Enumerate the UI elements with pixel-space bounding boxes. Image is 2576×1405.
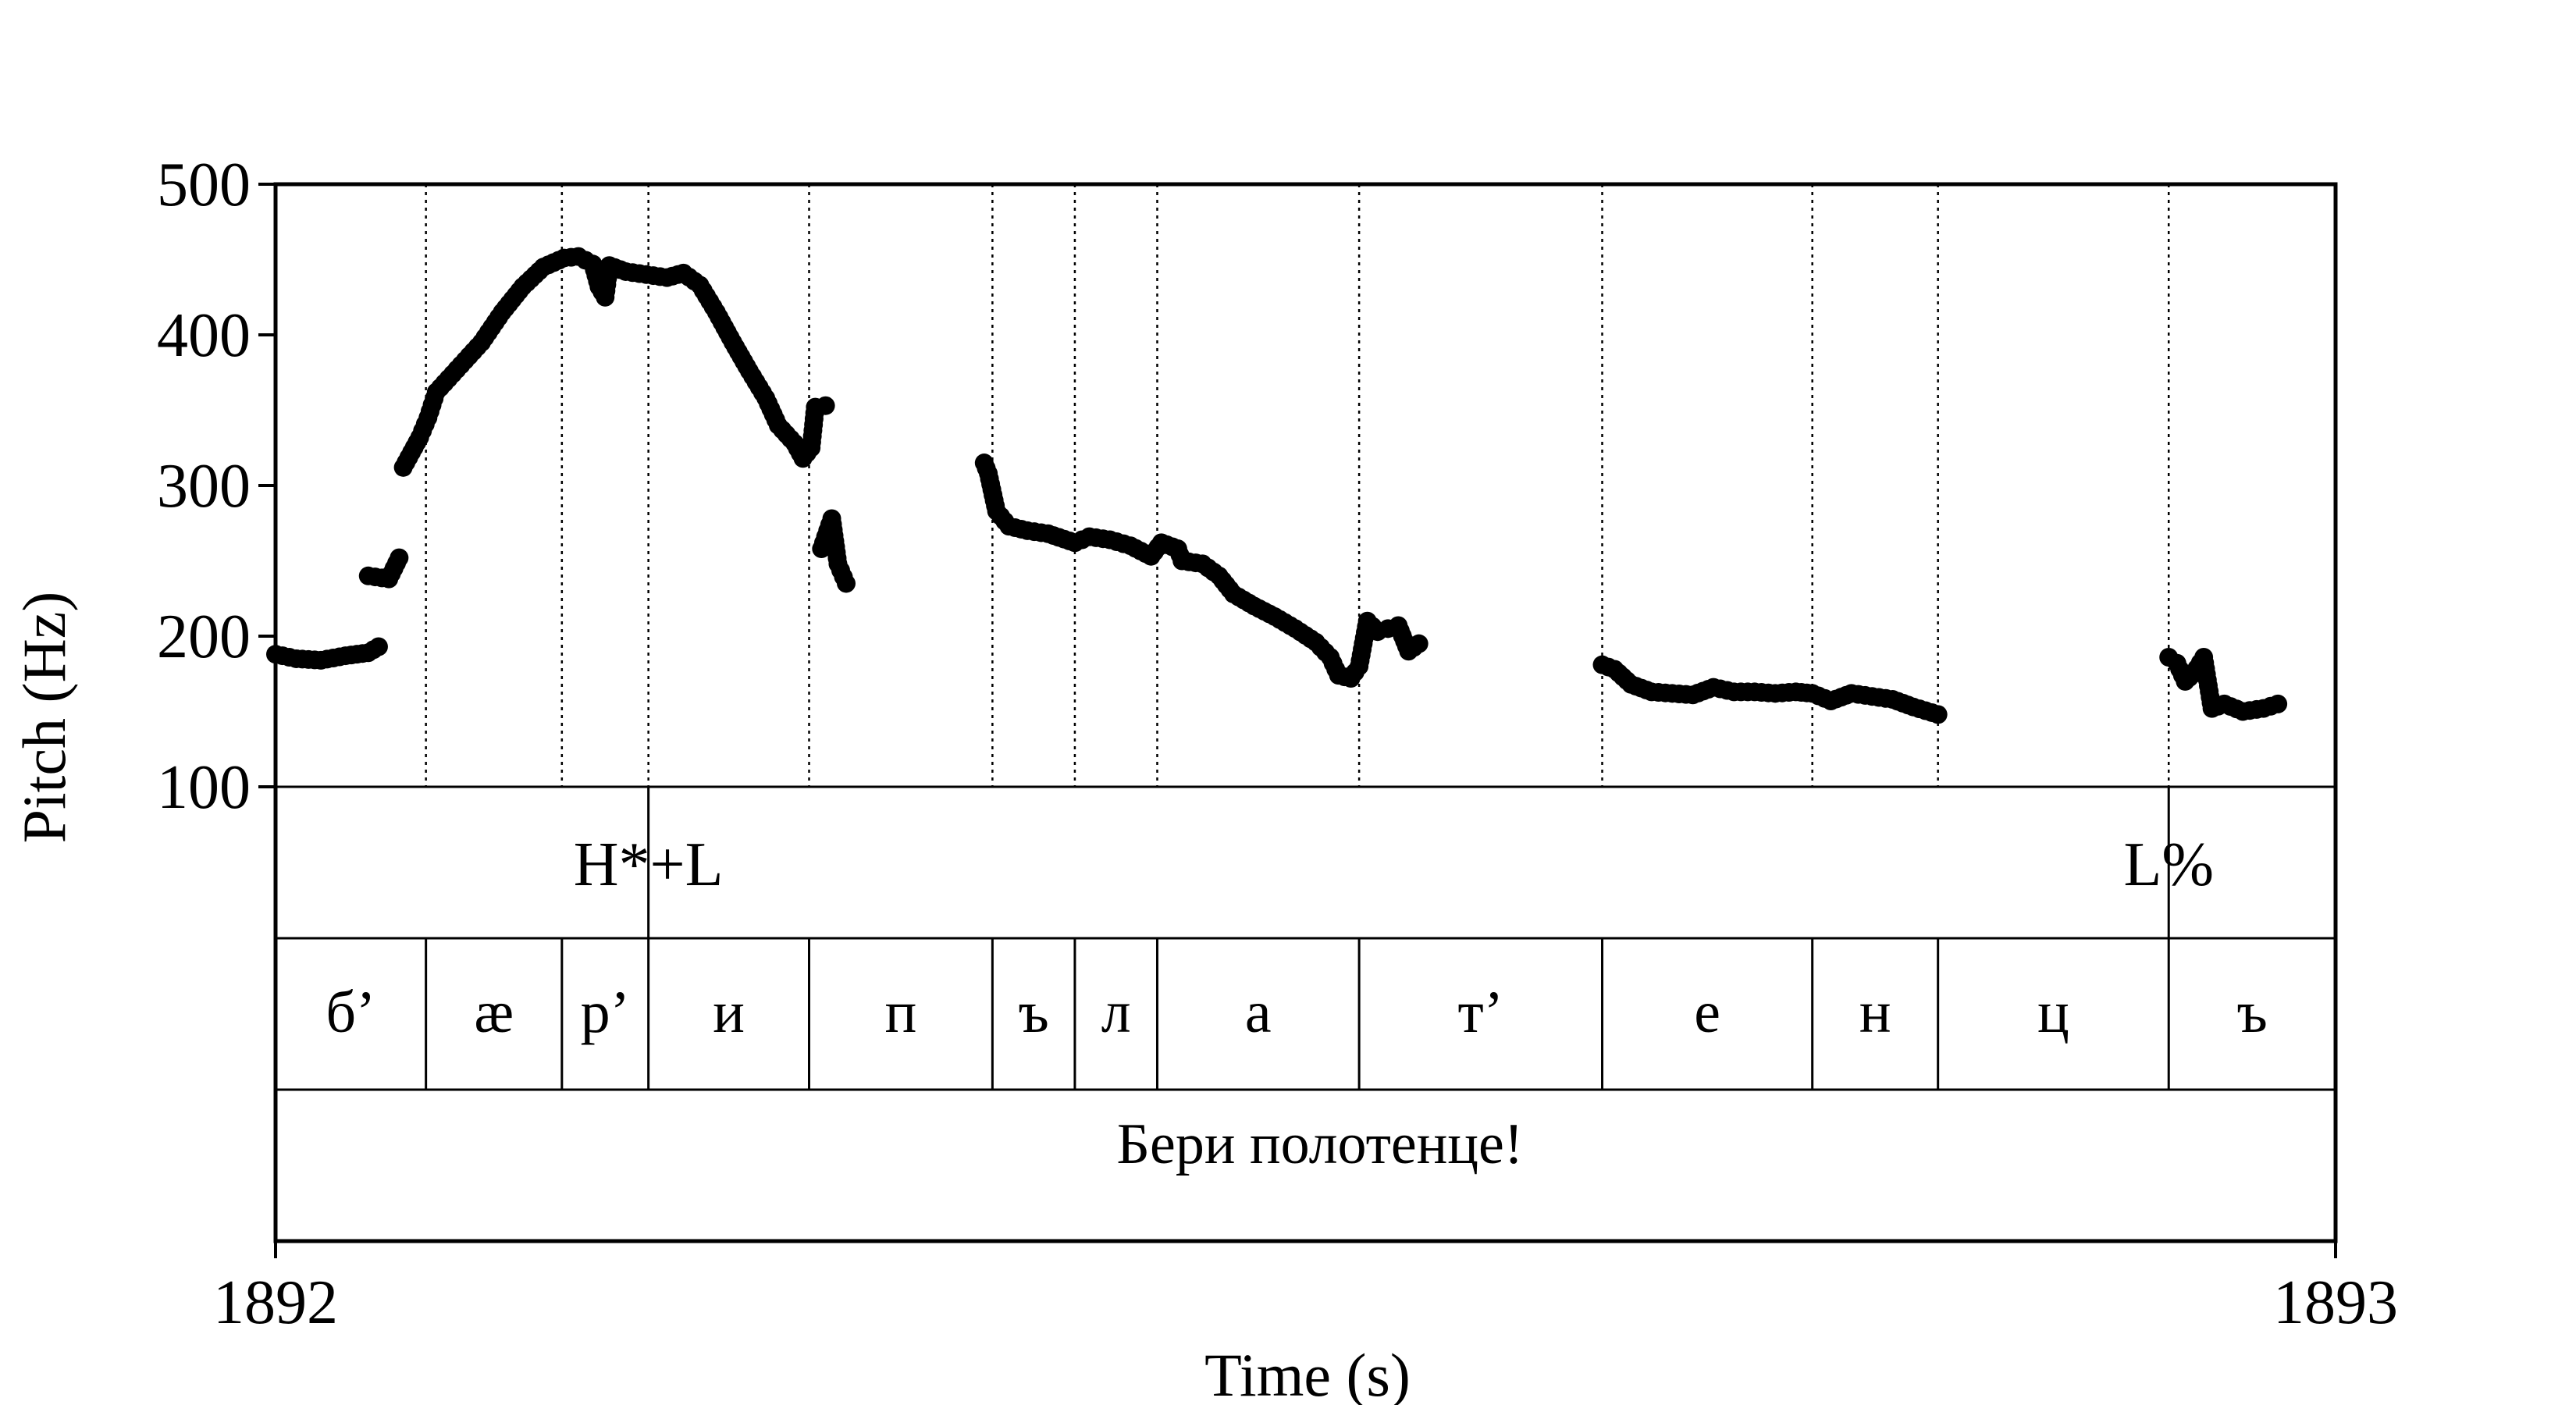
segment-boundaries xyxy=(425,184,2170,1090)
phone-label: н xyxy=(1859,980,1891,1045)
phone-label: æ xyxy=(474,980,514,1045)
pitch-point xyxy=(390,548,409,567)
pitch-point xyxy=(837,574,856,593)
phone-label: и xyxy=(713,980,745,1045)
pitch-point xyxy=(2268,694,2288,713)
phone-label: е xyxy=(1694,980,1720,1045)
tone-label: H*+L xyxy=(574,831,724,899)
sentence-label: Бери полотенце! xyxy=(1117,1112,1524,1176)
y-tick-label: 500 xyxy=(157,151,251,219)
x-tick-label: 1893 xyxy=(2273,1268,2398,1337)
axis-ticks: 100 200 300 400 500 1892 1893 xyxy=(157,151,2398,1337)
phone-label: ъ xyxy=(1018,980,1048,1045)
phone-label: б’ xyxy=(326,980,375,1045)
phone-label: ъ xyxy=(2236,980,2267,1045)
plot-frame xyxy=(273,182,2338,1243)
phone-label: л xyxy=(1101,980,1131,1045)
pitch-point xyxy=(1409,634,1429,653)
y-axis-label: Pitch (Hz) xyxy=(10,592,78,844)
y-tick-label: 100 xyxy=(157,753,251,822)
tone-label: L% xyxy=(2123,831,2214,899)
phone-label: а xyxy=(1245,980,1272,1045)
phone-label: п xyxy=(885,980,917,1045)
tier-panels xyxy=(273,182,2338,1243)
pitch-point xyxy=(816,396,835,415)
x-axis-label: Time (s) xyxy=(1204,1341,1411,1405)
phone-label: р’ xyxy=(581,980,630,1045)
y-tick-label: 200 xyxy=(157,603,251,671)
phone-label: ц xyxy=(2037,980,2069,1045)
y-tick-label: 400 xyxy=(157,301,251,370)
pitch-point xyxy=(368,637,388,656)
x-tick-label: 1892 xyxy=(213,1268,338,1337)
phone-label: т’ xyxy=(1458,980,1504,1045)
phone-tier: б’ æ р’ и п ъ л а т’ е н ц ъ xyxy=(326,980,2267,1045)
pitch-point xyxy=(1928,705,1948,724)
pitch-points xyxy=(266,247,2288,724)
tone-tier: H*+L L% xyxy=(574,787,2214,938)
y-tick-label: 300 xyxy=(157,452,251,521)
